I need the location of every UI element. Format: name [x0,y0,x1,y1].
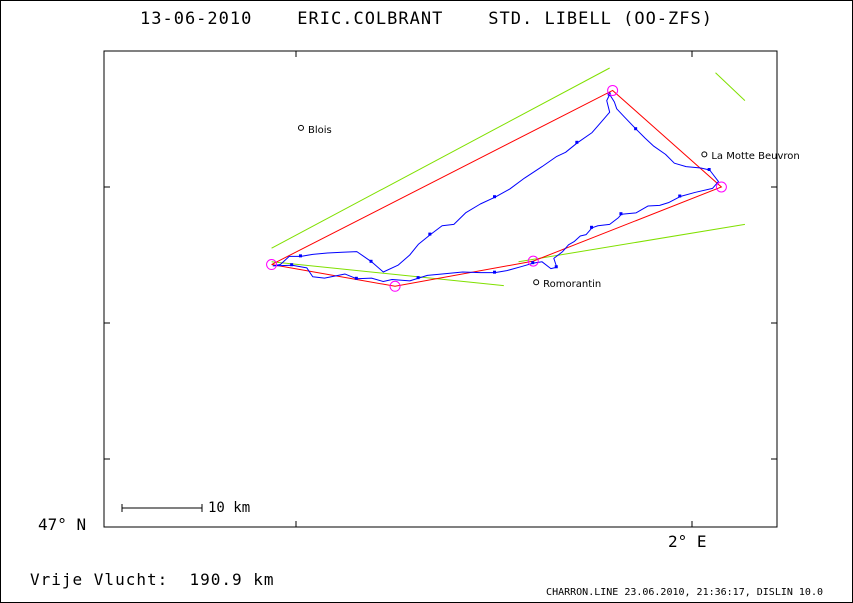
track-marker [298,254,302,258]
track-marker [290,263,294,267]
track-marker [554,265,558,269]
sector-line [271,261,504,287]
track-marker [590,225,594,229]
task-route [271,89,723,287]
town-label: Romorantin [543,279,602,291]
town-markers [297,124,708,286]
turnpoint-circle [715,181,727,193]
sector-lines [271,67,746,287]
map-plot-frame [103,50,778,528]
track-marker [354,276,358,280]
town-label: Blois [307,124,332,136]
flight-track-line [272,94,719,283]
longitude-axis-label: 2° E [668,532,707,551]
axis-ticks [104,51,777,527]
town-marker [701,151,708,158]
track-marker [678,194,682,198]
track-marker [575,140,579,144]
turnpoint-circle [607,84,619,96]
latitude-axis-label: 47° N [38,515,87,534]
sector-line [715,72,746,102]
track-marker [619,212,623,216]
track-marker [493,270,497,274]
task-route-line [271,89,723,287]
track-marker [428,232,432,236]
sector-line [271,67,610,249]
track-marker [634,127,638,131]
town-label: La Motte Beuvron [711,151,800,163]
free-flight-distance: Vrije Vlucht: 190.9 km [30,570,275,589]
track-marker [493,195,497,199]
track-marker [531,261,535,265]
flight-track [272,92,719,283]
town-marker [297,124,304,131]
turnpoint-circles [266,84,727,292]
track-marker [416,276,420,280]
scale-bar-label: 10 km [208,500,251,516]
sector-line [518,223,746,263]
scale-bar [121,504,203,512]
track-marker [707,168,711,171]
turnpoint-circle [266,259,278,271]
footer-info: CHARRON.LINE 23.06.2010, 21:36:17, DISLI… [546,587,823,598]
turnpoint-circle [527,255,539,267]
town-marker [533,279,540,286]
turnpoint-circle [389,280,401,292]
chart-title: 13-06-2010 ERIC.COLBRANT STD. LIBELL (OO… [140,9,713,29]
track-marker [369,259,373,263]
